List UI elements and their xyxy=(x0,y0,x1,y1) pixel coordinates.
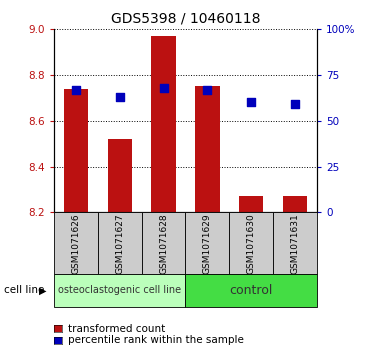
Bar xyxy=(186,212,229,274)
Text: percentile rank within the sample: percentile rank within the sample xyxy=(68,335,244,345)
Point xyxy=(116,94,122,100)
Bar xyxy=(186,274,317,307)
Text: GSM1071631: GSM1071631 xyxy=(291,213,300,274)
Bar xyxy=(151,36,175,212)
Bar xyxy=(229,212,273,274)
Text: GSM1071628: GSM1071628 xyxy=(159,213,168,274)
Bar xyxy=(64,89,88,212)
Text: transformed count: transformed count xyxy=(68,323,165,334)
Text: cell line: cell line xyxy=(4,285,44,295)
Point xyxy=(249,99,255,105)
Bar xyxy=(108,139,132,212)
Bar xyxy=(283,196,307,212)
Text: control: control xyxy=(230,284,273,297)
Bar xyxy=(142,212,186,274)
Bar xyxy=(196,86,220,212)
Point xyxy=(292,101,298,107)
Bar xyxy=(54,212,98,274)
Text: GSM1071627: GSM1071627 xyxy=(115,213,124,274)
Point xyxy=(204,87,210,93)
Point xyxy=(73,87,79,93)
Text: ▶: ▶ xyxy=(39,285,46,295)
Bar xyxy=(239,196,263,212)
Text: GSM1071630: GSM1071630 xyxy=(247,213,256,274)
Point xyxy=(161,85,167,91)
Text: GSM1071629: GSM1071629 xyxy=(203,213,212,274)
Title: GDS5398 / 10460118: GDS5398 / 10460118 xyxy=(111,11,260,25)
Bar xyxy=(54,274,185,307)
Bar xyxy=(273,212,317,274)
Text: GSM1071626: GSM1071626 xyxy=(71,213,80,274)
Bar xyxy=(98,212,142,274)
Text: osteoclastogenic cell line: osteoclastogenic cell line xyxy=(58,285,181,295)
